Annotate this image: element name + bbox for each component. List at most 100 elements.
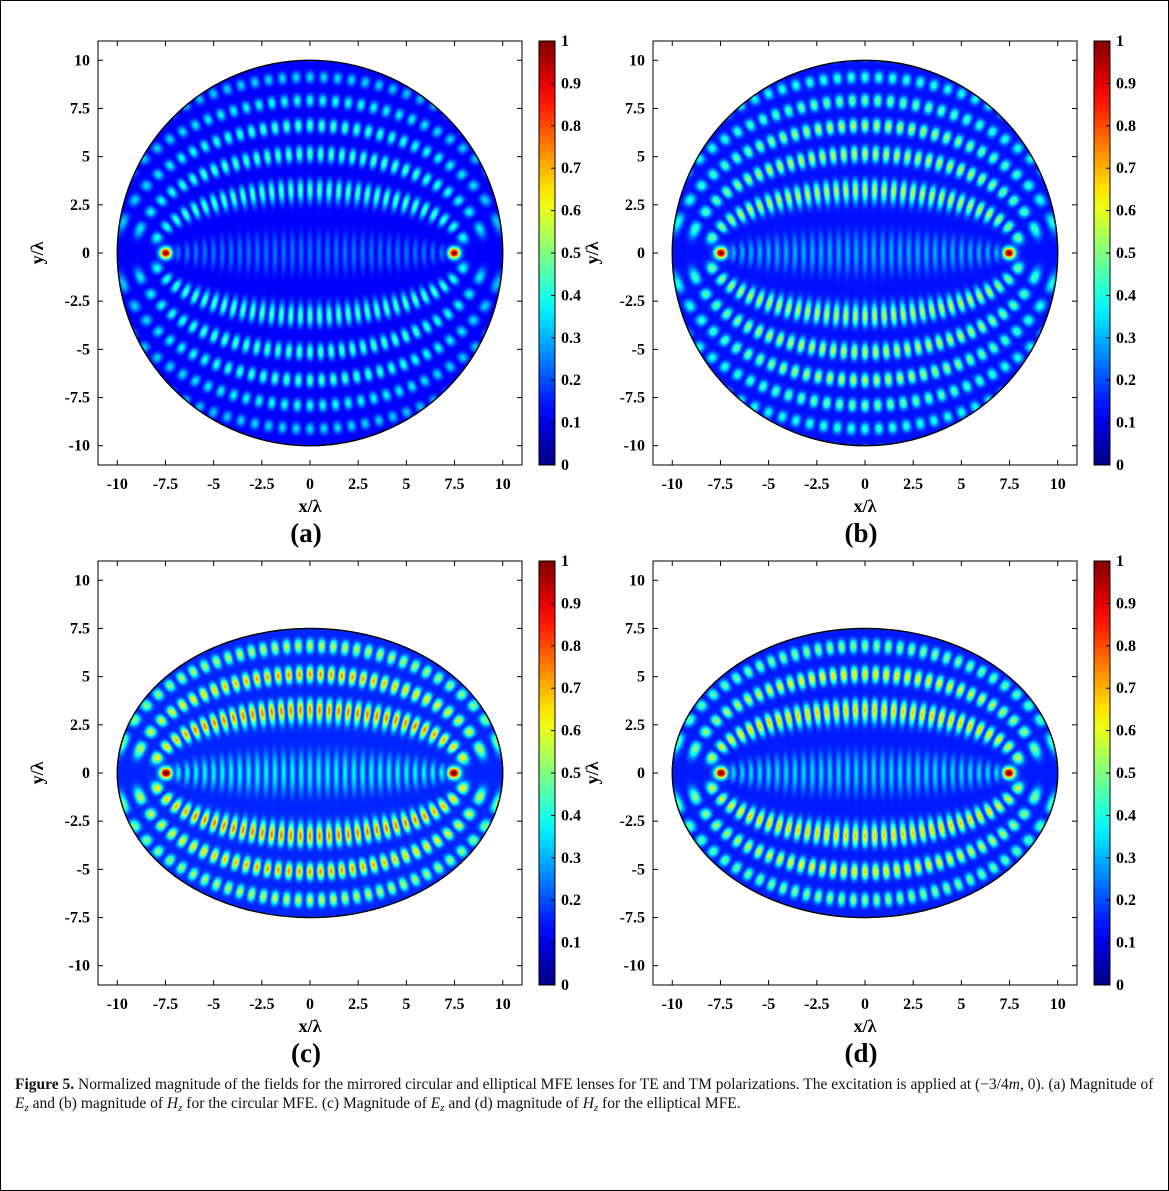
- lens-boundary: [116, 627, 504, 919]
- colorbar-tick-label: 0.1: [561, 415, 581, 432]
- colorbar-tick-label: 0: [561, 457, 569, 474]
- y-tick-label: 10: [629, 52, 645, 69]
- y-axis-label: y/λ: [582, 241, 602, 264]
- y-tick-label: 0: [82, 765, 90, 782]
- y-tick-label: 0: [637, 765, 645, 782]
- y-tick-label: 2.5: [625, 717, 645, 734]
- colorbar-tick-label: 0.5: [1116, 765, 1136, 782]
- x-tick-label: -10: [662, 476, 683, 493]
- y-tick-label: 7.5: [70, 620, 90, 637]
- caption-text-1: m: [1008, 1076, 1020, 1093]
- x-tick-label: -5: [762, 476, 775, 493]
- y-tick-label: -10: [69, 438, 90, 455]
- caption-label: Figure 5.: [15, 1076, 75, 1093]
- colorbar-tick-label: 0.2: [1116, 372, 1136, 389]
- colorbar-tick-label: 0.9: [561, 595, 581, 612]
- y-tick-label: 7.5: [625, 620, 645, 637]
- colorbar-tick-label: 0.3: [1116, 850, 1136, 867]
- y-tick-label: 2.5: [70, 197, 90, 214]
- panel-label-b: (b): [844, 518, 878, 548]
- colorbar-tick-label: 0.8: [561, 118, 581, 135]
- colorbar-tick-label: 0.9: [561, 75, 581, 92]
- caption-text-10: z: [440, 1102, 445, 1114]
- colorbar-tick-label: 0: [561, 977, 569, 994]
- colorbar-tick-label: 0.6: [1116, 723, 1136, 740]
- colorbar-tick-label: 0.7: [1116, 160, 1136, 177]
- caption-text-4: z: [24, 1102, 29, 1114]
- y-tick-label: 5: [637, 669, 645, 686]
- x-tick-label: 0: [306, 476, 314, 493]
- colorbar-tick-label: 0.4: [561, 807, 581, 824]
- colorbar-tick-label: 0.6: [1116, 203, 1136, 220]
- colorbar-tick-label: 0.7: [1116, 680, 1136, 697]
- y-tick-label: 5: [82, 669, 90, 686]
- x-tick-label: 10: [495, 476, 511, 493]
- y-tick-label: -5: [632, 861, 645, 878]
- y-tick-label: -2.5: [620, 813, 645, 830]
- colorbar-tick-label: 1: [1116, 553, 1124, 570]
- colorbar-tick-label: 0.2: [1116, 892, 1136, 909]
- caption-text-2: , 0). (a) Magnitude of: [1019, 1076, 1154, 1093]
- colorbar-tick-label: 0.5: [561, 245, 581, 262]
- x-tick-label: -7.5: [153, 996, 178, 1013]
- figure-caption: Figure 5. Normalized magnitude of the fi…: [15, 1075, 1155, 1114]
- colorbar-tick-label: 0.1: [1116, 935, 1136, 952]
- x-tick-label: 2.5: [348, 476, 368, 493]
- panel-label-a: (a): [290, 518, 322, 548]
- y-tick-label: -7.5: [65, 390, 90, 407]
- x-tick-label: 10: [1050, 476, 1066, 493]
- x-axis-label: x/λ: [854, 496, 877, 516]
- x-tick-label: -2.5: [804, 476, 829, 493]
- colorbar-tick-label: 1: [1116, 33, 1124, 50]
- x-tick-label: -7.5: [708, 476, 733, 493]
- caption-text-8: for the circular MFE. (c) Magnitude of: [182, 1095, 431, 1112]
- y-tick-label: 5: [637, 149, 645, 166]
- colorbar-tick-label: 0.9: [1116, 75, 1136, 92]
- x-axis-label: x/λ: [299, 496, 322, 516]
- x-tick-label: 5: [957, 476, 965, 493]
- y-tick-label: -5: [77, 341, 90, 358]
- colorbar-tick-label: 0.1: [1116, 415, 1136, 432]
- x-tick-label: -7.5: [153, 476, 178, 493]
- x-tick-label: 7.5: [1000, 476, 1020, 493]
- x-tick-label: 5: [957, 996, 965, 1013]
- colorbar-tick-label: 1: [561, 553, 569, 570]
- colorbar-tick-label: 0.8: [1116, 638, 1136, 655]
- y-tick-label: -10: [624, 438, 645, 455]
- y-tick-label: 0: [82, 245, 90, 262]
- x-tick-label: -10: [107, 476, 128, 493]
- colorbar-tick-label: 0.6: [561, 203, 581, 220]
- x-tick-label: -2.5: [804, 996, 829, 1013]
- y-tick-label: 10: [74, 52, 90, 69]
- y-tick-label: -7.5: [65, 910, 90, 927]
- caption-text-0: Normalized magnitude of the fields for t…: [78, 1076, 1009, 1093]
- x-tick-label: 10: [1050, 996, 1066, 1013]
- heatmap-chart: -10 -7.5 -5 -2.5 0 2.5 5 7.5 10107.552.50-2.5-5-…: [27, 553, 581, 1036]
- caption-text-5: and (b) magnitude of: [28, 1095, 167, 1112]
- caption-text-13: z: [593, 1102, 599, 1114]
- colorbar-tick-label: 0.8: [561, 638, 581, 655]
- x-tick-label: -10: [107, 996, 128, 1013]
- lens-boundary: [116, 59, 504, 447]
- lens-boundary: [671, 627, 1059, 919]
- colorbar-tick-label: 0.7: [561, 680, 581, 697]
- x-tick-label: -5: [207, 996, 220, 1013]
- y-axis-label: y/λ: [27, 241, 47, 264]
- x-axis-label: x/λ: [299, 1016, 322, 1036]
- colorbar-tick-label: 0.2: [561, 892, 581, 909]
- x-tick-label: 0: [861, 476, 869, 493]
- x-tick-label: -2.5: [249, 476, 274, 493]
- colorbar-tick-label: 0: [1116, 457, 1124, 474]
- colorbar-tick-label: 0.3: [561, 850, 581, 867]
- y-axis-label: y/λ: [27, 761, 47, 784]
- colorbar-tick-label: 0.4: [1116, 807, 1136, 824]
- y-tick-label: 5: [82, 149, 90, 166]
- y-axis-label: y/λ: [582, 761, 602, 784]
- colorbar-tick-label: 0.6: [561, 723, 581, 740]
- caption-text-12: H: [582, 1095, 594, 1112]
- colorbar-tick-label: 0.4: [561, 287, 581, 304]
- x-tick-label: -2.5: [249, 996, 274, 1013]
- y-tick-label: -5: [632, 341, 645, 358]
- x-tick-label: 2.5: [348, 996, 368, 1013]
